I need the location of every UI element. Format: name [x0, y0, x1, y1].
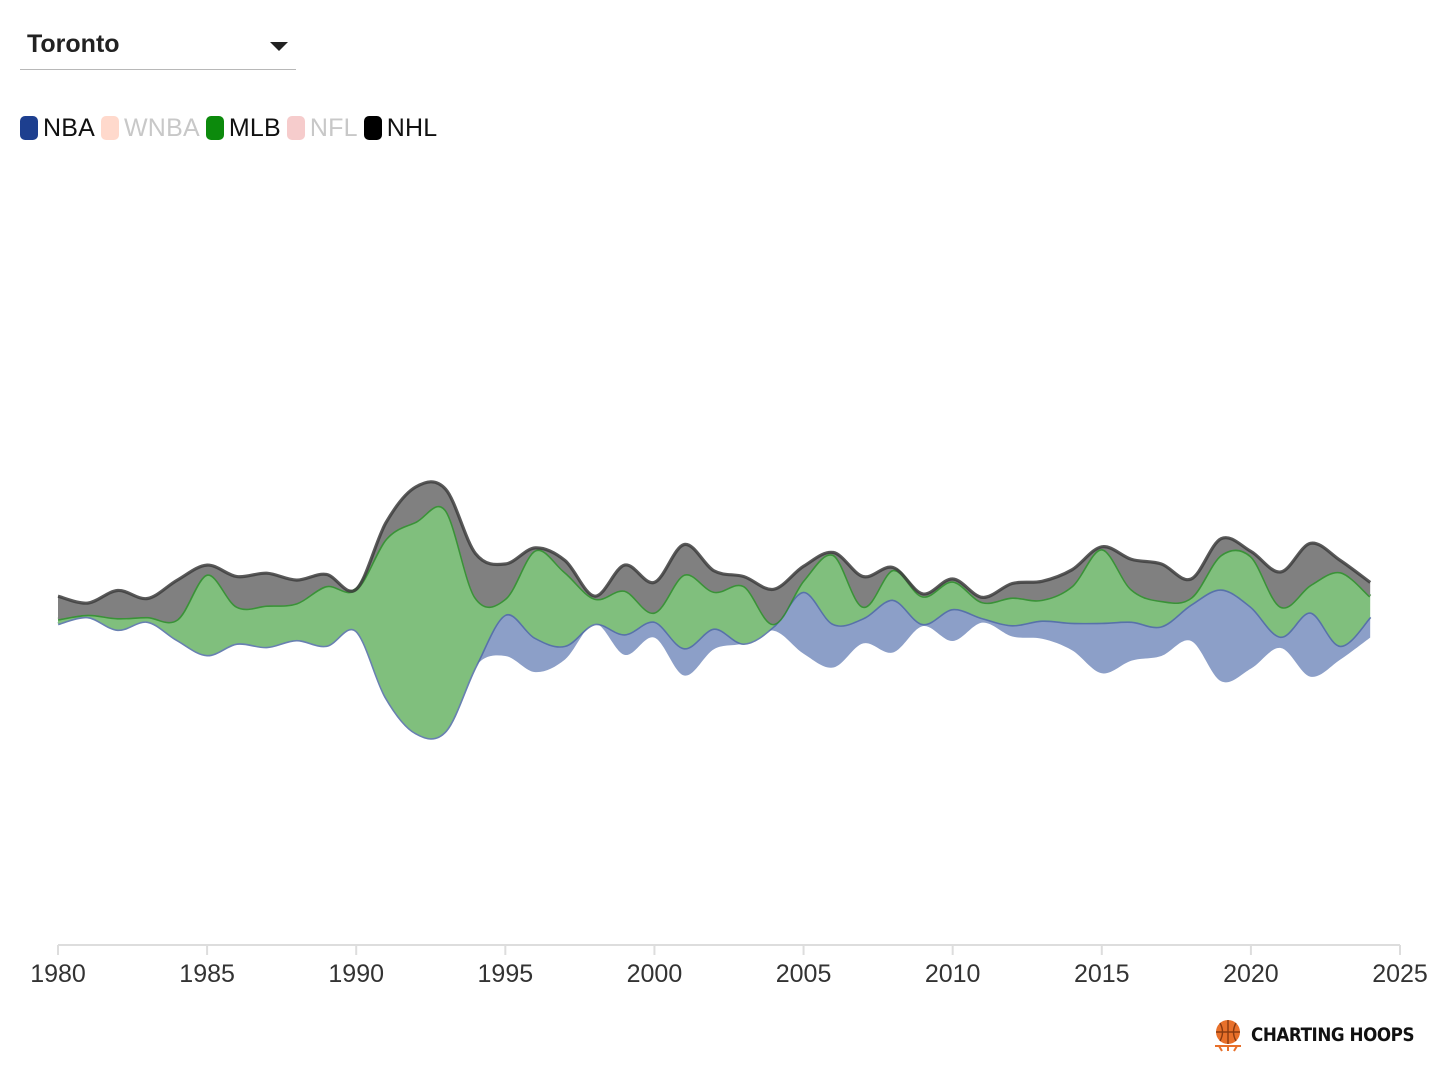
- legend-item-mlb[interactable]: MLB: [205, 113, 281, 143]
- legend-item-nfl[interactable]: NFL: [286, 113, 358, 143]
- stream-layers: [57, 480, 1372, 740]
- legend-swatch: [20, 116, 38, 140]
- legend-label: MLB: [228, 113, 281, 142]
- x-tick-label: 2005: [776, 960, 832, 988]
- chevron-down-icon[interactable]: [270, 42, 288, 51]
- brand-logo: CHARTING HOOPS: [1211, 1018, 1436, 1052]
- city-select[interactable]: Toronto: [20, 26, 296, 70]
- legend-swatch: [205, 116, 224, 140]
- city-select-value: Toronto: [27, 30, 120, 58]
- legend: NBA WNBA MLB NFL NHL: [20, 112, 443, 144]
- x-tick-label: 2015: [1074, 960, 1130, 988]
- x-tick-label: 1995: [478, 960, 534, 988]
- x-tick-label: 2025: [1372, 960, 1428, 988]
- x-tick-label: 2010: [925, 960, 981, 988]
- legend-label: NBA: [43, 113, 96, 142]
- stream-area-mlb[interactable]: [58, 505, 1371, 739]
- legend-label: NHL: [386, 113, 438, 142]
- x-tick-label: 2000: [627, 960, 683, 988]
- legend-label: NFL: [309, 113, 358, 142]
- legend-item-nhl[interactable]: NHL: [363, 113, 438, 143]
- legend-swatch: [363, 116, 382, 140]
- x-tick-label: 1990: [328, 960, 384, 988]
- stream-area-nba[interactable]: [58, 589, 1371, 739]
- x-tick-label: 1985: [179, 960, 235, 988]
- legend-swatch: [286, 116, 305, 140]
- legend-item-wnba[interactable]: WNBA: [101, 114, 200, 143]
- legend-swatch: [101, 116, 120, 140]
- stream-area-nhl[interactable]: [58, 481, 1371, 624]
- legend-label: WNBA: [124, 113, 200, 142]
- stream-edge-nhl: [57, 480, 1372, 605]
- brand-name: CHARTING HOOPS: [1250, 1024, 1415, 1046]
- x-tick-label: 1980: [30, 960, 86, 988]
- x-tick-label: 2020: [1223, 960, 1279, 988]
- legend-item-nba[interactable]: NBA: [20, 114, 95, 143]
- basketball-icon: [1214, 1020, 1241, 1052]
